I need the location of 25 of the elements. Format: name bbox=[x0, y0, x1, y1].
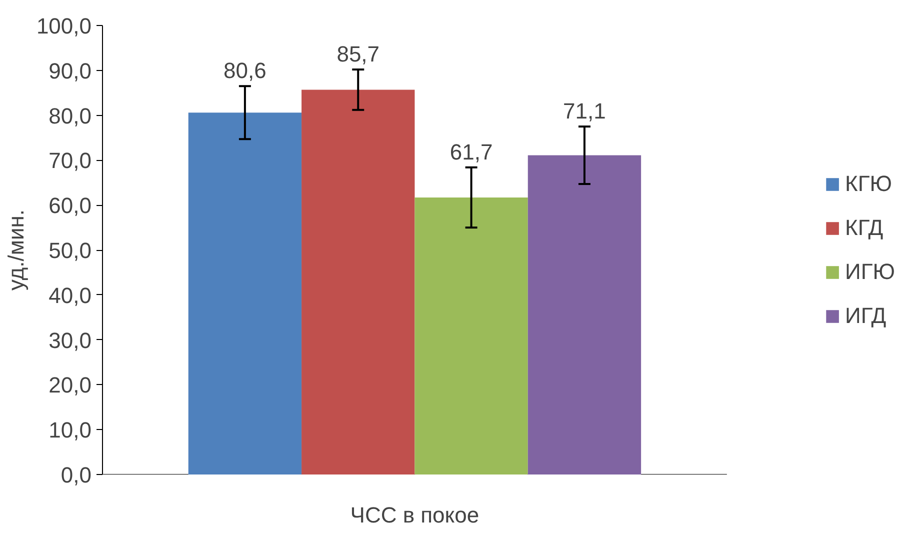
legend-label: КГД bbox=[845, 214, 884, 240]
legend-label: КГЮ bbox=[845, 170, 892, 196]
y-tick-label: 30,0 bbox=[48, 328, 92, 353]
bar bbox=[414, 197, 528, 474]
y-tick-label: 50,0 bbox=[48, 238, 92, 263]
y-tick-label: 20,0 bbox=[48, 372, 92, 398]
y-axis-title: уд./мин. bbox=[3, 209, 28, 291]
y-tick-label: 90,0 bbox=[48, 58, 92, 84]
y-tick-label: 60,0 bbox=[48, 193, 92, 218]
data-label: 85,7 bbox=[336, 42, 380, 66]
data-label: 61,7 bbox=[450, 139, 493, 164]
data-label: 80,6 bbox=[224, 58, 266, 84]
legend-label: ИГД bbox=[845, 302, 886, 328]
data-label: 71,1 bbox=[563, 98, 606, 124]
y-tick-label: 80,0 bbox=[48, 103, 92, 128]
y-tick-label: 40,0 bbox=[48, 282, 92, 308]
bar bbox=[528, 155, 642, 474]
legend-label: ИГЮ bbox=[845, 258, 895, 284]
y-tick-label: 100,0 bbox=[36, 14, 92, 38]
x-tick-label: ЧСС в покое bbox=[350, 502, 480, 528]
bar bbox=[302, 90, 415, 474]
bar bbox=[188, 112, 302, 474]
y-tick-label: 10,0 bbox=[48, 418, 92, 443]
y-tick-label: 0,0 bbox=[60, 462, 92, 488]
y-tick-label: 70,0 bbox=[48, 148, 92, 174]
